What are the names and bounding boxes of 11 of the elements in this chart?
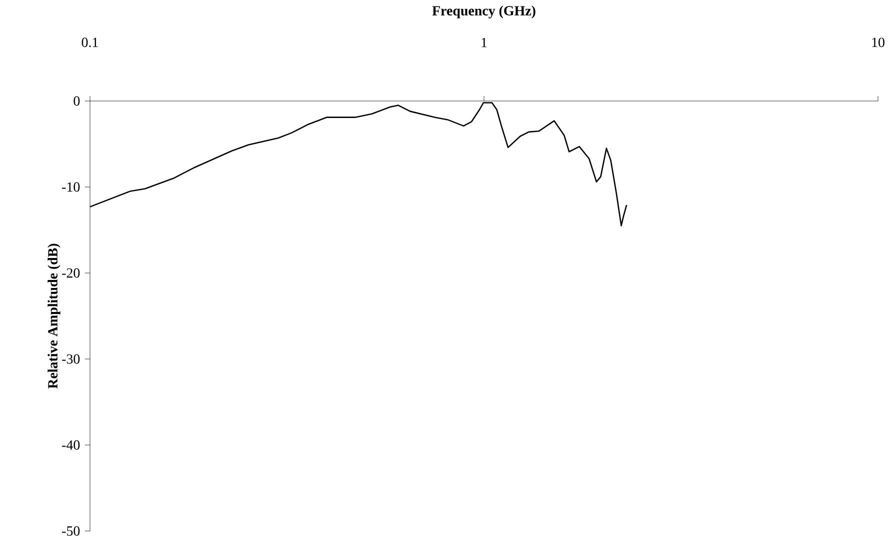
- y-tick-label: -20: [62, 268, 80, 278]
- x-tick-label: 1: [482, 38, 487, 48]
- x-axis-title: Frequency (GHz): [432, 6, 536, 18]
- y-tick-label: -10: [62, 182, 80, 192]
- y-tick-label: 0: [74, 96, 80, 106]
- y-tick-label: -50: [62, 526, 80, 536]
- y-axis-title: Relative Amplitude (dB): [48, 244, 60, 389]
- x-tick-label: 0.1: [82, 38, 98, 48]
- x-tick-label: 10: [872, 38, 884, 48]
- y-tick-label: -40: [62, 440, 80, 450]
- y-tick-label: -30: [62, 354, 80, 364]
